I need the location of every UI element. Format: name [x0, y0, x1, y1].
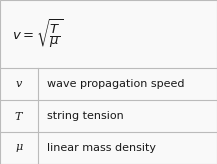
Text: $v$: $v$: [15, 79, 23, 89]
Text: $T$: $T$: [14, 110, 24, 122]
Text: $\mu$: $\mu$: [15, 142, 23, 154]
Text: string tension: string tension: [47, 111, 123, 121]
Text: wave propagation speed: wave propagation speed: [47, 79, 184, 89]
Text: $v = \sqrt{\dfrac{T}{\mu}}$: $v = \sqrt{\dfrac{T}{\mu}}$: [12, 18, 64, 51]
Text: linear mass density: linear mass density: [47, 143, 156, 153]
